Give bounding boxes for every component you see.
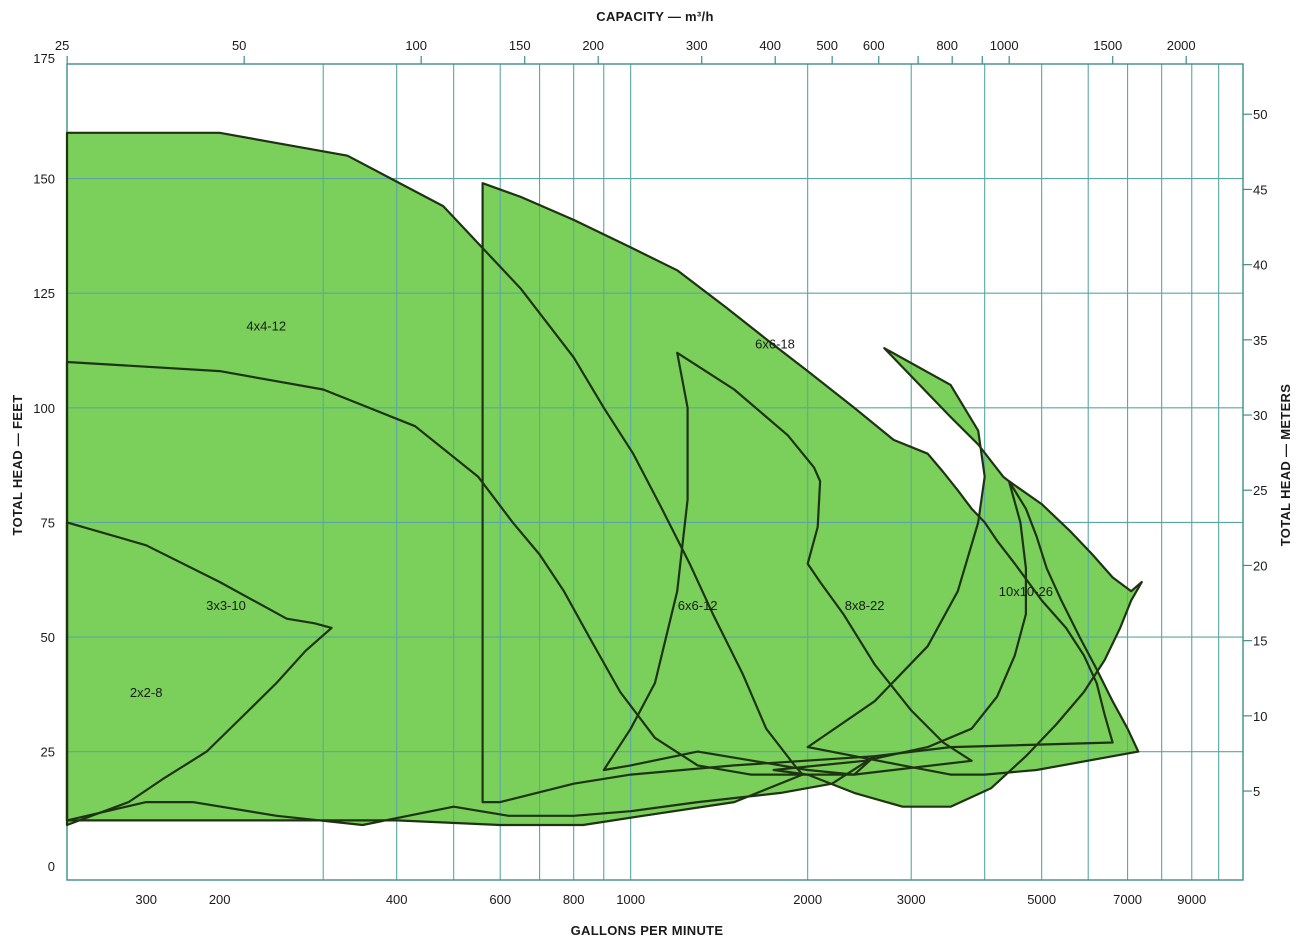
top-tick-label: 1000 [990,38,1019,53]
bottom-tick-label: 9000 [1177,892,1206,907]
top-tick-label: 400 [759,38,781,53]
right-tick-label: 50 [1253,107,1267,122]
region-label-6x6-18: 6x6-18 [755,337,795,352]
outline-8x8-22 [806,347,1140,776]
left-tick-label: 100 [33,401,55,416]
right-tick-label: 35 [1253,333,1267,348]
bottom-tick-label: 2000 [793,892,822,907]
outlines-layer [65,131,1143,827]
region-label-4x4-12: 4x4-12 [246,318,286,333]
top-tick-label: 800 [936,38,958,53]
top-tick-label: 1500 [1093,38,1122,53]
left-tick-label: 0 [48,859,55,874]
bottom-tick-label: 200 [209,892,231,907]
outline-6x6-12 [602,351,973,776]
left-tick-label: 175 [33,51,55,66]
bottom-tick-label: 7000 [1113,892,1142,907]
right-tick-label: 40 [1253,258,1267,273]
right-tick-label: 25 [1253,483,1267,498]
region-label-3x3-10: 3x3-10 [206,598,246,613]
bottom-tick-label: 800 [563,892,585,907]
bottom-tick-label: 600 [489,892,511,907]
right-tick-label: 5 [1253,784,1260,799]
region-label-8x8-22: 8x8-22 [845,598,885,613]
regions-layer [67,132,1142,826]
outline-4x4-12 [65,131,804,827]
region-label-6x6-12: 6x6-12 [678,598,718,613]
top-tick-label: 100 [405,38,427,53]
region-2x2-8 [67,522,332,825]
right-tick-label: 10 [1253,709,1267,724]
right-tick-label: 20 [1253,558,1267,573]
labels-layer: 25 50 100 150 200 300 400 500 600 800 1000 1500 2000… [33,38,1267,907]
outline-6x6-18 [481,182,1114,804]
bottom-tick-label: 1000 [616,892,645,907]
left-tick-label: 125 [33,286,55,301]
region-label-10x10-26: 10x10-26 [999,584,1053,599]
region-10x10-26 [773,481,1142,807]
outline-2x2-8 [65,521,333,827]
top-tick-label: 150 [509,38,531,53]
left-axis-title: TOTAL HEAD — FEET [10,395,25,536]
right-tick-label: 45 [1253,182,1267,197]
top-tick-label: 200 [582,38,604,53]
region-label-2x2-8: 2x2-8 [130,685,163,700]
left-tick-label: 50 [41,630,55,645]
left-tick-label: 150 [33,172,55,187]
region-3x3-10 [67,362,875,825]
right-axis-title: TOTAL HEAD — METERS [1278,384,1293,546]
bottom-tick-label: 400 [386,892,408,907]
region-6x6-12 [603,352,972,775]
bottom-tick-label: 5000 [1027,892,1056,907]
outline-10x10-26 [772,480,1143,808]
bottom-tick-label: 3000 [897,892,926,907]
left-tick-label: 75 [41,515,55,530]
left-tick-label: 25 [41,745,55,760]
top-tick-label: 600 [863,38,885,53]
top-tick-label: 2000 [1167,38,1196,53]
top-tick-label: 500 [816,38,838,53]
top-tick-label: 25 [55,38,69,53]
top-tick-label: 50 [232,38,246,53]
bottom-tick-label: 300 [135,892,157,907]
top-axis-title: CAPACITY — m³/h [596,9,713,24]
bottom-axis-title: GALLONS PER MINUTE [571,923,724,938]
right-tick-label: 15 [1253,634,1267,649]
right-tick-label: 30 [1253,408,1267,423]
top-tick-label: 300 [686,38,708,53]
